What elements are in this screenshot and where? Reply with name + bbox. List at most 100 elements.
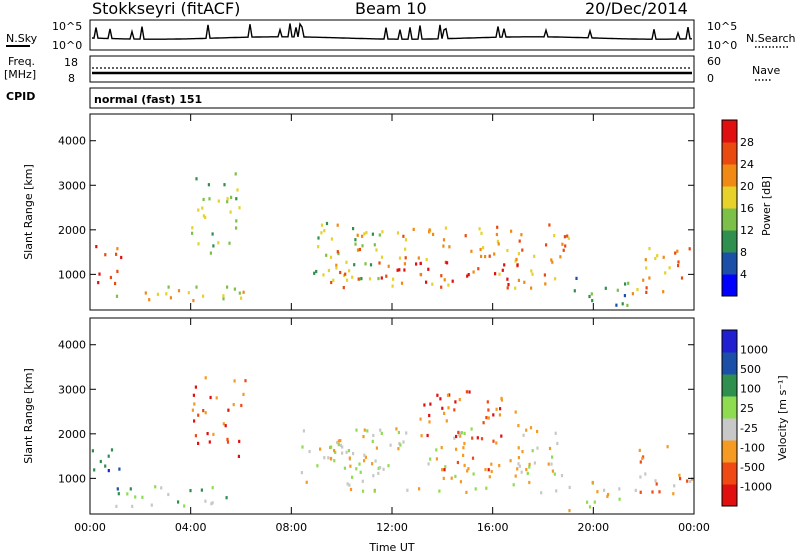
data-cell xyxy=(493,252,496,256)
data-cell xyxy=(490,469,493,474)
data-cell xyxy=(419,417,422,421)
data-cell xyxy=(233,379,236,383)
data-cell xyxy=(335,263,338,267)
data-cell xyxy=(377,277,380,281)
data-cell xyxy=(379,428,382,432)
data-cell xyxy=(543,273,546,277)
data-cell xyxy=(131,504,134,508)
data-cell xyxy=(444,465,447,469)
data-cell xyxy=(447,283,450,287)
data-cell xyxy=(677,264,680,268)
data-cell xyxy=(223,183,226,187)
data-cell xyxy=(467,467,470,471)
data-cell xyxy=(192,299,195,303)
data-cell xyxy=(468,390,471,394)
data-cell xyxy=(398,268,401,272)
data-cell xyxy=(477,267,480,271)
data-cell xyxy=(563,235,566,239)
data-cell xyxy=(654,256,657,261)
data-cell xyxy=(528,480,531,485)
colorbar-tick-label: 100 xyxy=(740,383,761,396)
data-cell xyxy=(208,440,211,444)
data-cell xyxy=(308,450,311,454)
data-cell xyxy=(236,188,239,192)
data-cell xyxy=(484,468,487,472)
data-cell xyxy=(462,453,465,457)
freq-label: Freq. xyxy=(8,55,35,68)
data-cell xyxy=(398,256,402,260)
data-cell xyxy=(499,407,502,411)
data-cell xyxy=(349,464,352,468)
data-cell xyxy=(568,485,571,489)
data-cell xyxy=(445,419,448,423)
data-cell xyxy=(104,464,107,468)
data-cell xyxy=(191,408,194,412)
data-cell xyxy=(688,247,691,251)
noise-sky-label: N.Sky xyxy=(6,32,38,45)
data-cell xyxy=(165,292,168,296)
data-cell xyxy=(528,465,531,469)
data-cell xyxy=(332,278,335,282)
data-cell xyxy=(566,234,569,238)
data-cell xyxy=(516,467,519,471)
data-cell xyxy=(664,271,667,275)
data-cell xyxy=(373,243,376,247)
data-cell xyxy=(645,266,648,270)
data-cell xyxy=(382,467,385,471)
data-cell xyxy=(471,436,474,440)
noise-right-bottom: 10^0 xyxy=(707,39,737,52)
colorbar-tick-label: 8 xyxy=(740,246,747,259)
data-cell xyxy=(485,416,488,420)
x-tick-label: 00:00 xyxy=(678,521,710,534)
data-cell xyxy=(560,474,564,478)
data-cell xyxy=(472,270,475,274)
data-cell xyxy=(540,491,543,495)
data-cell xyxy=(418,487,421,491)
data-cell xyxy=(323,229,326,233)
data-cell xyxy=(330,445,333,449)
data-cell xyxy=(551,455,554,459)
data-cell xyxy=(591,299,594,303)
data-cell xyxy=(225,496,228,500)
data-cell xyxy=(354,242,357,246)
data-cell xyxy=(337,443,340,447)
data-cell xyxy=(215,396,218,400)
data-cell xyxy=(363,459,366,463)
data-cell xyxy=(357,277,360,281)
data-cell xyxy=(120,255,123,260)
data-cell xyxy=(242,290,245,294)
data-cell xyxy=(448,245,451,249)
data-cell xyxy=(509,459,512,463)
colorbar-tick-label: -1000 xyxy=(740,480,772,493)
data-cell xyxy=(479,247,482,252)
data-cell xyxy=(555,489,558,493)
data-cell xyxy=(354,238,357,242)
data-cell xyxy=(676,249,679,253)
data-cell xyxy=(488,254,491,258)
data-cell xyxy=(228,241,231,245)
colorbar-segment xyxy=(722,462,737,485)
data-cell xyxy=(466,274,469,278)
velocity-colorbar: 1000 500 100 25 -25 -100 -500 -1000 Velocity [m… xyxy=(721,329,789,507)
data-cell xyxy=(346,482,349,486)
data-cell xyxy=(536,446,539,450)
data-cell xyxy=(194,385,197,389)
data-cell xyxy=(234,172,237,176)
data-cell xyxy=(523,280,526,284)
data-cell xyxy=(183,504,186,508)
data-cell xyxy=(480,254,483,258)
data-cell xyxy=(550,258,553,262)
data-cell xyxy=(99,459,102,464)
data-cell xyxy=(360,277,363,281)
data-cell xyxy=(500,396,503,400)
y-tick-label: 1000 xyxy=(58,268,86,281)
data-cell xyxy=(596,490,599,494)
data-cell xyxy=(389,443,392,447)
data-cell xyxy=(316,464,319,468)
data-cell xyxy=(634,488,637,492)
data-cell xyxy=(662,290,665,294)
noise-left-top: 10^5 xyxy=(52,20,82,33)
data-cell xyxy=(397,447,400,451)
data-cell xyxy=(141,495,144,499)
data-cell xyxy=(462,446,465,450)
